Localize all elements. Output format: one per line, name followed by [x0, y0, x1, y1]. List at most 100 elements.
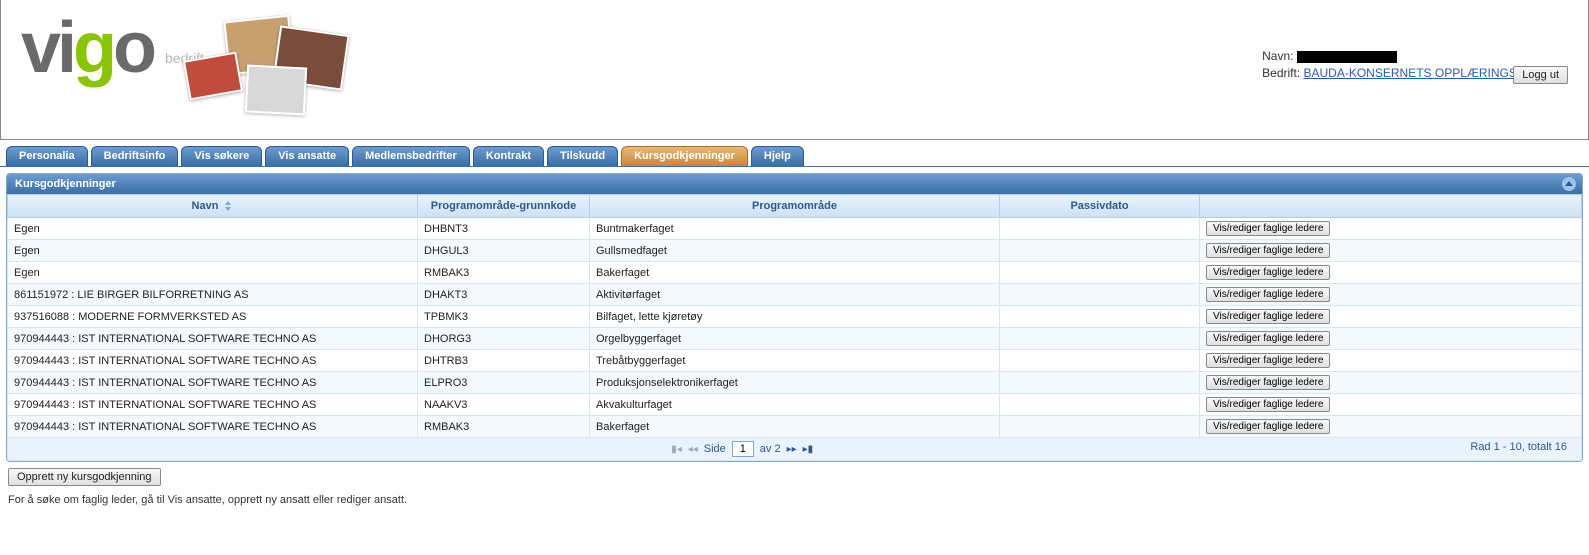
cell-passiv: [1000, 416, 1200, 438]
cell-prog: Aktivitørfaget: [590, 284, 1000, 306]
vis-rediger-faglige-ledere-button[interactable]: Vis/rediger faglige ledere: [1206, 331, 1330, 346]
vis-rediger-faglige-ledere-button[interactable]: Vis/rediger faglige ledere: [1206, 265, 1330, 280]
cell-actions: Vis/rediger faglige ledere: [1200, 372, 1582, 394]
vis-rediger-faglige-ledere-button[interactable]: Vis/rediger faglige ledere: [1206, 243, 1330, 258]
cell-actions: Vis/rediger faglige ledere: [1200, 416, 1582, 438]
cell-navn: 970944443 : IST INTERNATIONAL SOFTWARE T…: [8, 350, 418, 372]
bedrift-label: Bedrift:: [1262, 66, 1300, 80]
cell-prog: Produksjonselektronikerfaget: [590, 372, 1000, 394]
table-row: EgenDHGUL3Gullsmedfaget Vis/rediger fagli…: [8, 240, 1582, 262]
cell-grunn: DHAKT3: [418, 284, 590, 306]
col-navn[interactable]: Navn: [8, 195, 418, 218]
tab-personalia[interactable]: Personalia: [6, 146, 88, 166]
cell-actions: Vis/rediger faglige ledere: [1200, 306, 1582, 328]
cell-grunn: NAAKV3: [418, 394, 590, 416]
tab-tilskudd[interactable]: Tilskudd: [547, 146, 618, 166]
cell-grunn: RMBAK3: [418, 262, 590, 284]
cell-navn: Egen: [8, 218, 418, 240]
tab-medlemsbedrifter[interactable]: Medlemsbedrifter: [352, 146, 470, 166]
cell-grunn: DHORG3: [418, 328, 590, 350]
cell-passiv: [1000, 284, 1200, 306]
cell-navn: 970944443 : IST INTERNATIONAL SOFTWARE T…: [8, 394, 418, 416]
pager: ▮◂ ◂◂ Side av 2 ▸▸ ▸▮: [671, 441, 813, 457]
pager-next-icon[interactable]: ▸▸: [787, 444, 797, 455]
pager-page-input[interactable]: [732, 441, 754, 457]
logo-text: vigo: [21, 20, 153, 78]
pager-side-label: Side: [704, 443, 726, 455]
header: vigo bedrift Navn: Bedrift: BAUDA-KONSER…: [0, 0, 1589, 140]
vis-rediger-faglige-ledere-button[interactable]: Vis/rediger faglige ledere: [1206, 353, 1330, 368]
kursgodkjenninger-panel: Kursgodkjenninger Navn Programområde-gru…: [6, 173, 1583, 462]
vis-rediger-faglige-ledere-button[interactable]: Vis/rediger faglige ledere: [1206, 287, 1330, 302]
cell-actions: Vis/rediger faglige ledere: [1200, 240, 1582, 262]
cell-actions: Vis/rediger faglige ledere: [1200, 328, 1582, 350]
table-row: 970944443 : IST INTERNATIONAL SOFTWARE T…: [8, 416, 1582, 438]
vis-rediger-faglige-ledere-button[interactable]: Vis/rediger faglige ledere: [1206, 397, 1330, 412]
cell-navn: Egen: [8, 262, 418, 284]
cell-navn: 970944443 : IST INTERNATIONAL SOFTWARE T…: [8, 372, 418, 394]
table-row: 937516088 : MODERNE FORMVERKSTED ASTPBMK…: [8, 306, 1582, 328]
tab-hjelp[interactable]: Hjelp: [751, 146, 804, 166]
kursgodkjenninger-table: Navn Programområde-grunnkode Programområ…: [7, 194, 1582, 461]
tab-vis-søkere[interactable]: Vis søkere: [181, 146, 262, 166]
pager-av-label: av 2: [760, 443, 781, 455]
tab-kontrakt[interactable]: Kontrakt: [473, 146, 544, 166]
create-kursgodkjenning-button[interactable]: Opprett ny kursgodkjenning: [8, 468, 161, 486]
cell-grunn: RMBAK3: [418, 416, 590, 438]
panel-title: Kursgodkjenninger: [15, 178, 116, 190]
cell-actions: Vis/rediger faglige ledere: [1200, 262, 1582, 284]
vis-rediger-faglige-ledere-button[interactable]: Vis/rediger faglige ledere: [1206, 419, 1330, 434]
cell-grunn: DHTRB3: [418, 350, 590, 372]
table-row: EgenDHBNT3BuntmakerfagetVis/rediger fagl…: [8, 218, 1582, 240]
cell-navn: 861151972 : LIE BIRGER BILFORRETNING AS: [8, 284, 418, 306]
tab-bar: PersonaliaBedriftsinfoVis søkereVis ansa…: [0, 146, 1589, 167]
tab-kursgodkjenninger[interactable]: Kursgodkjenninger: [621, 146, 748, 166]
cell-prog: Orgelbyggerfaget: [590, 328, 1000, 350]
pager-first-icon[interactable]: ▮◂: [671, 444, 682, 455]
cell-passiv: [1000, 262, 1200, 284]
table-row: 861151972 : LIE BIRGER BILFORRETNING ASD…: [8, 284, 1582, 306]
cell-actions: Vis/rediger faglige ledere: [1200, 284, 1582, 306]
table-row: EgenRMBAK3Bakerfaget Vis/rediger faglige …: [8, 262, 1582, 284]
cell-actions: Vis/rediger faglige ledere: [1200, 218, 1582, 240]
cell-prog: Trebåtbyggerfaget: [590, 350, 1000, 372]
pager-prev-icon[interactable]: ◂◂: [688, 444, 698, 455]
cell-passiv: [1000, 350, 1200, 372]
panel-header: Kursgodkjenninger: [7, 174, 1582, 194]
cell-navn: 970944443 : IST INTERNATIONAL SOFTWARE T…: [8, 328, 418, 350]
col-programomrade[interactable]: Programområde: [590, 195, 1000, 218]
cell-passiv: [1000, 218, 1200, 240]
vis-rediger-faglige-ledere-button[interactable]: Vis/rediger faglige ledere: [1206, 375, 1330, 390]
table-row: 970944443 : IST INTERNATIONAL SOFTWARE T…: [8, 372, 1582, 394]
navn-value-redacted: [1297, 51, 1397, 63]
cell-prog: Bilfaget, lette kjøretøy: [590, 306, 1000, 328]
cell-navn: 970944443 : IST INTERNATIONAL SOFTWARE T…: [8, 416, 418, 438]
cell-passiv: [1000, 372, 1200, 394]
col-actions: [1200, 195, 1582, 218]
vis-rediger-faglige-ledere-button[interactable]: Vis/rediger faglige ledere: [1206, 309, 1330, 324]
table-row: 970944443 : IST INTERNATIONAL SOFTWARE T…: [8, 350, 1582, 372]
col-grunnkode[interactable]: Programområde-grunnkode: [418, 195, 590, 218]
logout-button[interactable]: Logg ut: [1513, 66, 1568, 84]
cell-grunn: TPBMK3: [418, 306, 590, 328]
cell-actions: Vis/rediger faglige ledere: [1200, 394, 1582, 416]
col-passivdato[interactable]: Passivdato: [1000, 195, 1200, 218]
sort-icon: [225, 201, 233, 211]
pager-summary: Rad 1 - 10, totalt 16: [1470, 441, 1567, 453]
cell-prog: Gullsmedfaget: [590, 240, 1000, 262]
cell-actions: Vis/rediger faglige ledere: [1200, 350, 1582, 372]
pager-last-icon[interactable]: ▸▮: [803, 444, 814, 455]
tab-bedriftsinfo[interactable]: Bedriftsinfo: [91, 146, 179, 166]
vis-rediger-faglige-ledere-button[interactable]: Vis/rediger faglige ledere: [1206, 221, 1330, 236]
cell-passiv: [1000, 328, 1200, 350]
cell-grunn: DHBNT3: [418, 218, 590, 240]
table-row: 970944443 : IST INTERNATIONAL SOFTWARE T…: [8, 328, 1582, 350]
logo-collage: [186, 12, 346, 122]
logo: vigo bedrift: [21, 20, 204, 78]
cell-prog: Bakerfaget: [590, 262, 1000, 284]
cell-navn: Egen: [8, 240, 418, 262]
cell-prog: Bakerfaget: [590, 416, 1000, 438]
cell-grunn: DHGUL3: [418, 240, 590, 262]
tab-vis-ansatte[interactable]: Vis ansatte: [265, 146, 349, 166]
panel-collapse-icon[interactable]: [1562, 177, 1576, 191]
